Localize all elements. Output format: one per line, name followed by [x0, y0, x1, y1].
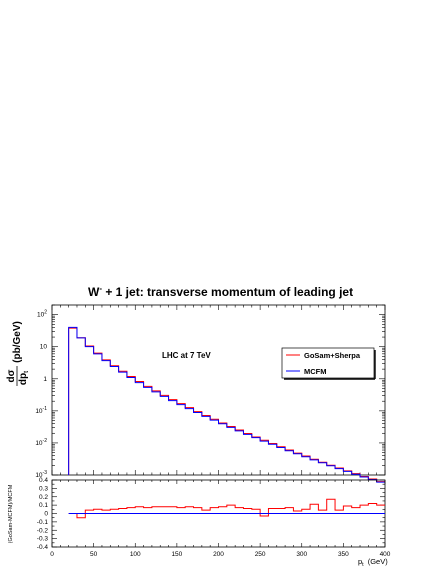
ratio-series-group — [68, 498, 385, 519]
ratio-y-tick-label: 0.2 — [39, 494, 48, 501]
x-label-main: p — [358, 557, 362, 566]
x-axis-label: pt (GeV) — [358, 557, 388, 568]
chart-title: W- + 1 jet: transverse momentum of leadi… — [88, 284, 353, 299]
ratio-y-tick-label: 0.1 — [39, 502, 48, 509]
ratio-gosam-sherpa-line — [68, 498, 385, 519]
y-tick-exponent: -3 — [43, 470, 48, 476]
main-plot-frame — [51, 304, 386, 476]
main-y-tick-label: 10 — [40, 344, 48, 351]
title-superscript: - — [99, 284, 102, 293]
ratio-x-tick-labels: 0 50 100 150 200 250 300 350 400 — [50, 551, 391, 558]
x-tick-label: 0 — [50, 551, 54, 558]
x-tick-label: 100 — [130, 551, 141, 558]
main-y-tick-label: 10-2 — [35, 438, 47, 447]
legend-label-mcfm: MCFM — [304, 367, 327, 376]
y-tick-base: 10 — [35, 408, 43, 415]
main-y-tick-label: 10-3 — [35, 470, 47, 479]
y-label-den-main: dp — [18, 373, 29, 385]
ratio-y-tick-label: 0 — [44, 511, 48, 518]
x-tick-label: 350 — [338, 551, 349, 558]
ratio-y-tick-label: 0.3 — [39, 485, 48, 492]
series-mcfm-line — [68, 326, 385, 483]
ratio-y-tick-labels: 0.40.3 0.20.1 0-0.1-0.2 -0.3-0.4 — [37, 477, 49, 551]
ratio-y-tick-label: -0.2 — [37, 527, 49, 534]
x-label-unit: (GeV) — [368, 557, 389, 566]
y-tick-base: 1 — [43, 376, 47, 383]
ratio-axis-ticks — [51, 479, 386, 548]
y-tick-base: 10 — [37, 312, 45, 319]
y-axis-label: dσ dpt (pb/GeV) — [6, 321, 30, 386]
main-y-tick-label: 102 — [37, 310, 47, 319]
main-series-group — [68, 326, 385, 483]
ratio-y-tick-label: -0.1 — [37, 519, 49, 526]
ratio-y-label: (GoSam-MCFM)/MCFM — [8, 484, 14, 543]
x-tick-label: 250 — [255, 551, 266, 558]
y-tick-base: 10 — [40, 344, 48, 351]
x-tick-label: 50 — [90, 551, 98, 558]
x-tick-label: 300 — [296, 551, 307, 558]
legend: GoSam+Sherpa MCFM — [281, 347, 376, 380]
y-tick-exponent: -2 — [43, 438, 48, 444]
x-tick-label: 200 — [213, 551, 224, 558]
ratio-y-tick-label: 0.4 — [39, 477, 48, 484]
legend-label-gosam: GoSam+Sherpa — [304, 351, 361, 360]
annotation-lhc: LHC at 7 TeV — [162, 351, 211, 360]
y-tick-base: 10 — [35, 472, 43, 479]
y-label-numerator: dσ — [6, 369, 17, 382]
main-axis-ticks — [51, 304, 386, 476]
x-label-sub: t — [362, 562, 364, 568]
x-tick-label: 150 — [171, 551, 182, 558]
title-rest: + 1 jet: transverse momentum of leading … — [102, 285, 353, 299]
ratio-y-tick-label: -0.3 — [37, 536, 49, 543]
ratio-y-tick-label: -0.4 — [37, 544, 49, 551]
y-label-denominator: dpt — [18, 371, 30, 385]
y-label-unit: (pb/GeV) — [12, 321, 23, 363]
x-tick-label: 400 — [380, 551, 391, 558]
legend-box — [281, 347, 375, 379]
title-main: W — [88, 285, 100, 299]
y-tick-base: 10 — [35, 440, 43, 447]
y-label-den-sub: t — [24, 371, 30, 373]
y-tick-exponent: 2 — [44, 310, 47, 316]
main-y-tick-label: 10-1 — [35, 406, 47, 415]
main-y-tick-label: 1 — [43, 376, 47, 383]
y-tick-exponent: -1 — [43, 406, 48, 412]
